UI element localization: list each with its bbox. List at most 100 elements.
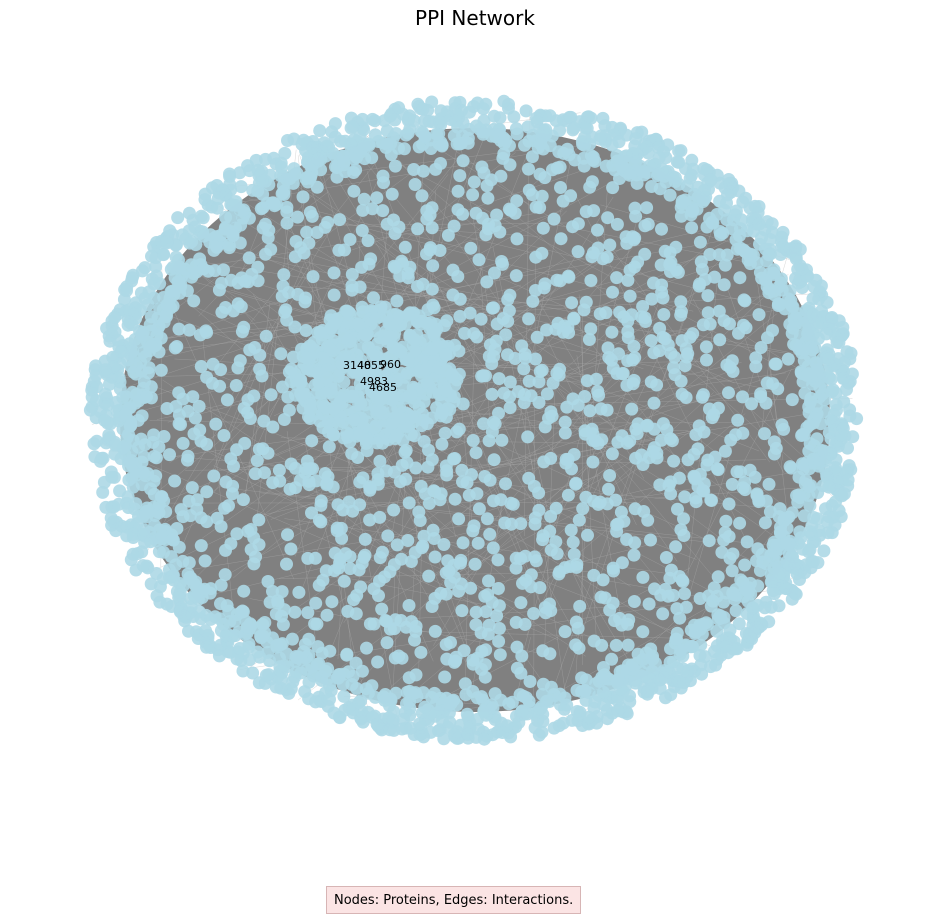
- protein-node: [558, 691, 572, 705]
- protein-node: [529, 284, 542, 297]
- protein-node: [243, 653, 257, 667]
- protein-node: [538, 171, 552, 185]
- protein-node: [269, 607, 283, 621]
- protein-node: [435, 395, 449, 409]
- protein-node: [237, 203, 251, 217]
- protein-node: [566, 535, 580, 549]
- protein-node: [785, 393, 799, 407]
- protein-node: [159, 505, 173, 519]
- protein-node: [181, 449, 195, 463]
- protein-node: [826, 383, 840, 397]
- protein-node: [736, 390, 749, 404]
- protein-node: [163, 448, 176, 462]
- protein-node: [390, 538, 404, 552]
- protein-node: [390, 311, 404, 325]
- protein-node: [340, 426, 354, 440]
- protein-node: [142, 285, 156, 299]
- protein-node: [529, 554, 543, 568]
- protein-node: [567, 121, 581, 135]
- protein-node: [701, 453, 715, 467]
- protein-node: [738, 294, 752, 308]
- protein-node: [182, 624, 195, 638]
- protein-node: [789, 338, 803, 352]
- protein-node: [219, 301, 232, 314]
- protein-node: [300, 225, 314, 239]
- protein-node: [487, 109, 501, 123]
- protein-node: [323, 644, 337, 658]
- protein-node: [427, 532, 441, 545]
- protein-node: [478, 670, 492, 684]
- protein-node: [343, 233, 357, 246]
- protein-node: [427, 326, 441, 340]
- protein-node: [672, 144, 686, 158]
- protein-node: [710, 589, 724, 603]
- protein-node: [220, 393, 234, 407]
- protein-node: [259, 668, 273, 682]
- protein-node: [365, 202, 379, 216]
- protein-node: [180, 284, 194, 298]
- protein-node: [356, 112, 369, 126]
- protein-node: [576, 502, 590, 516]
- protein-node: [554, 181, 567, 194]
- protein-node: [485, 301, 499, 315]
- protein-node: [387, 503, 401, 517]
- protein-node: [493, 648, 507, 662]
- protein-node: [358, 532, 372, 546]
- protein-node: [439, 638, 453, 651]
- protein-node: [631, 255, 645, 269]
- protein-node: [442, 706, 456, 720]
- protein-node: [450, 425, 464, 439]
- protein-node: [343, 550, 357, 564]
- protein-node: [411, 280, 424, 293]
- protein-node: [227, 459, 240, 473]
- protein-node: [755, 231, 768, 245]
- protein-node: [627, 548, 641, 562]
- protein-node: [623, 289, 637, 303]
- protein-node: [845, 367, 859, 381]
- protein-node: [416, 164, 430, 178]
- protein-node: [347, 413, 361, 427]
- protein-node: [749, 351, 763, 365]
- protein-node: [305, 434, 319, 448]
- protein-node: [256, 617, 270, 631]
- protein-node: [677, 512, 690, 526]
- protein-node: [733, 229, 746, 243]
- protein-node: [490, 609, 504, 623]
- protein-node: [656, 330, 670, 344]
- protein-node: [407, 114, 421, 128]
- protein-node: [588, 154, 602, 168]
- protein-node: [517, 362, 531, 376]
- protein-node: [597, 698, 611, 712]
- protein-node: [352, 696, 366, 710]
- protein-node: [536, 644, 550, 658]
- protein-node: [465, 468, 478, 482]
- protein-node: [636, 300, 650, 313]
- protein-node: [214, 228, 228, 242]
- protein-node: [423, 208, 437, 222]
- protein-node: [353, 475, 367, 489]
- protein-node: [664, 688, 678, 702]
- protein-node: [230, 527, 244, 541]
- protein-node: [540, 323, 554, 337]
- protein-node: [518, 138, 531, 152]
- protein-node: [113, 382, 127, 396]
- protein-node: [422, 569, 436, 583]
- protein-node: [185, 481, 199, 495]
- protein-node: [387, 259, 401, 273]
- protein-node: [806, 307, 820, 321]
- protein-node: [712, 248, 726, 262]
- protein-node: [404, 555, 418, 568]
- protein-node: [299, 351, 313, 365]
- protein-node: [428, 550, 442, 564]
- protein-node: [797, 509, 811, 523]
- protein-node: [788, 557, 802, 571]
- protein-node: [529, 111, 543, 125]
- protein-node: [152, 545, 166, 559]
- protein-node: [579, 205, 593, 219]
- protein-node: [292, 585, 306, 599]
- protein-node: [147, 428, 161, 442]
- protein-node: [274, 347, 288, 361]
- protein-node: [612, 347, 625, 361]
- protein-node: [743, 257, 757, 271]
- protein-node: [552, 145, 566, 159]
